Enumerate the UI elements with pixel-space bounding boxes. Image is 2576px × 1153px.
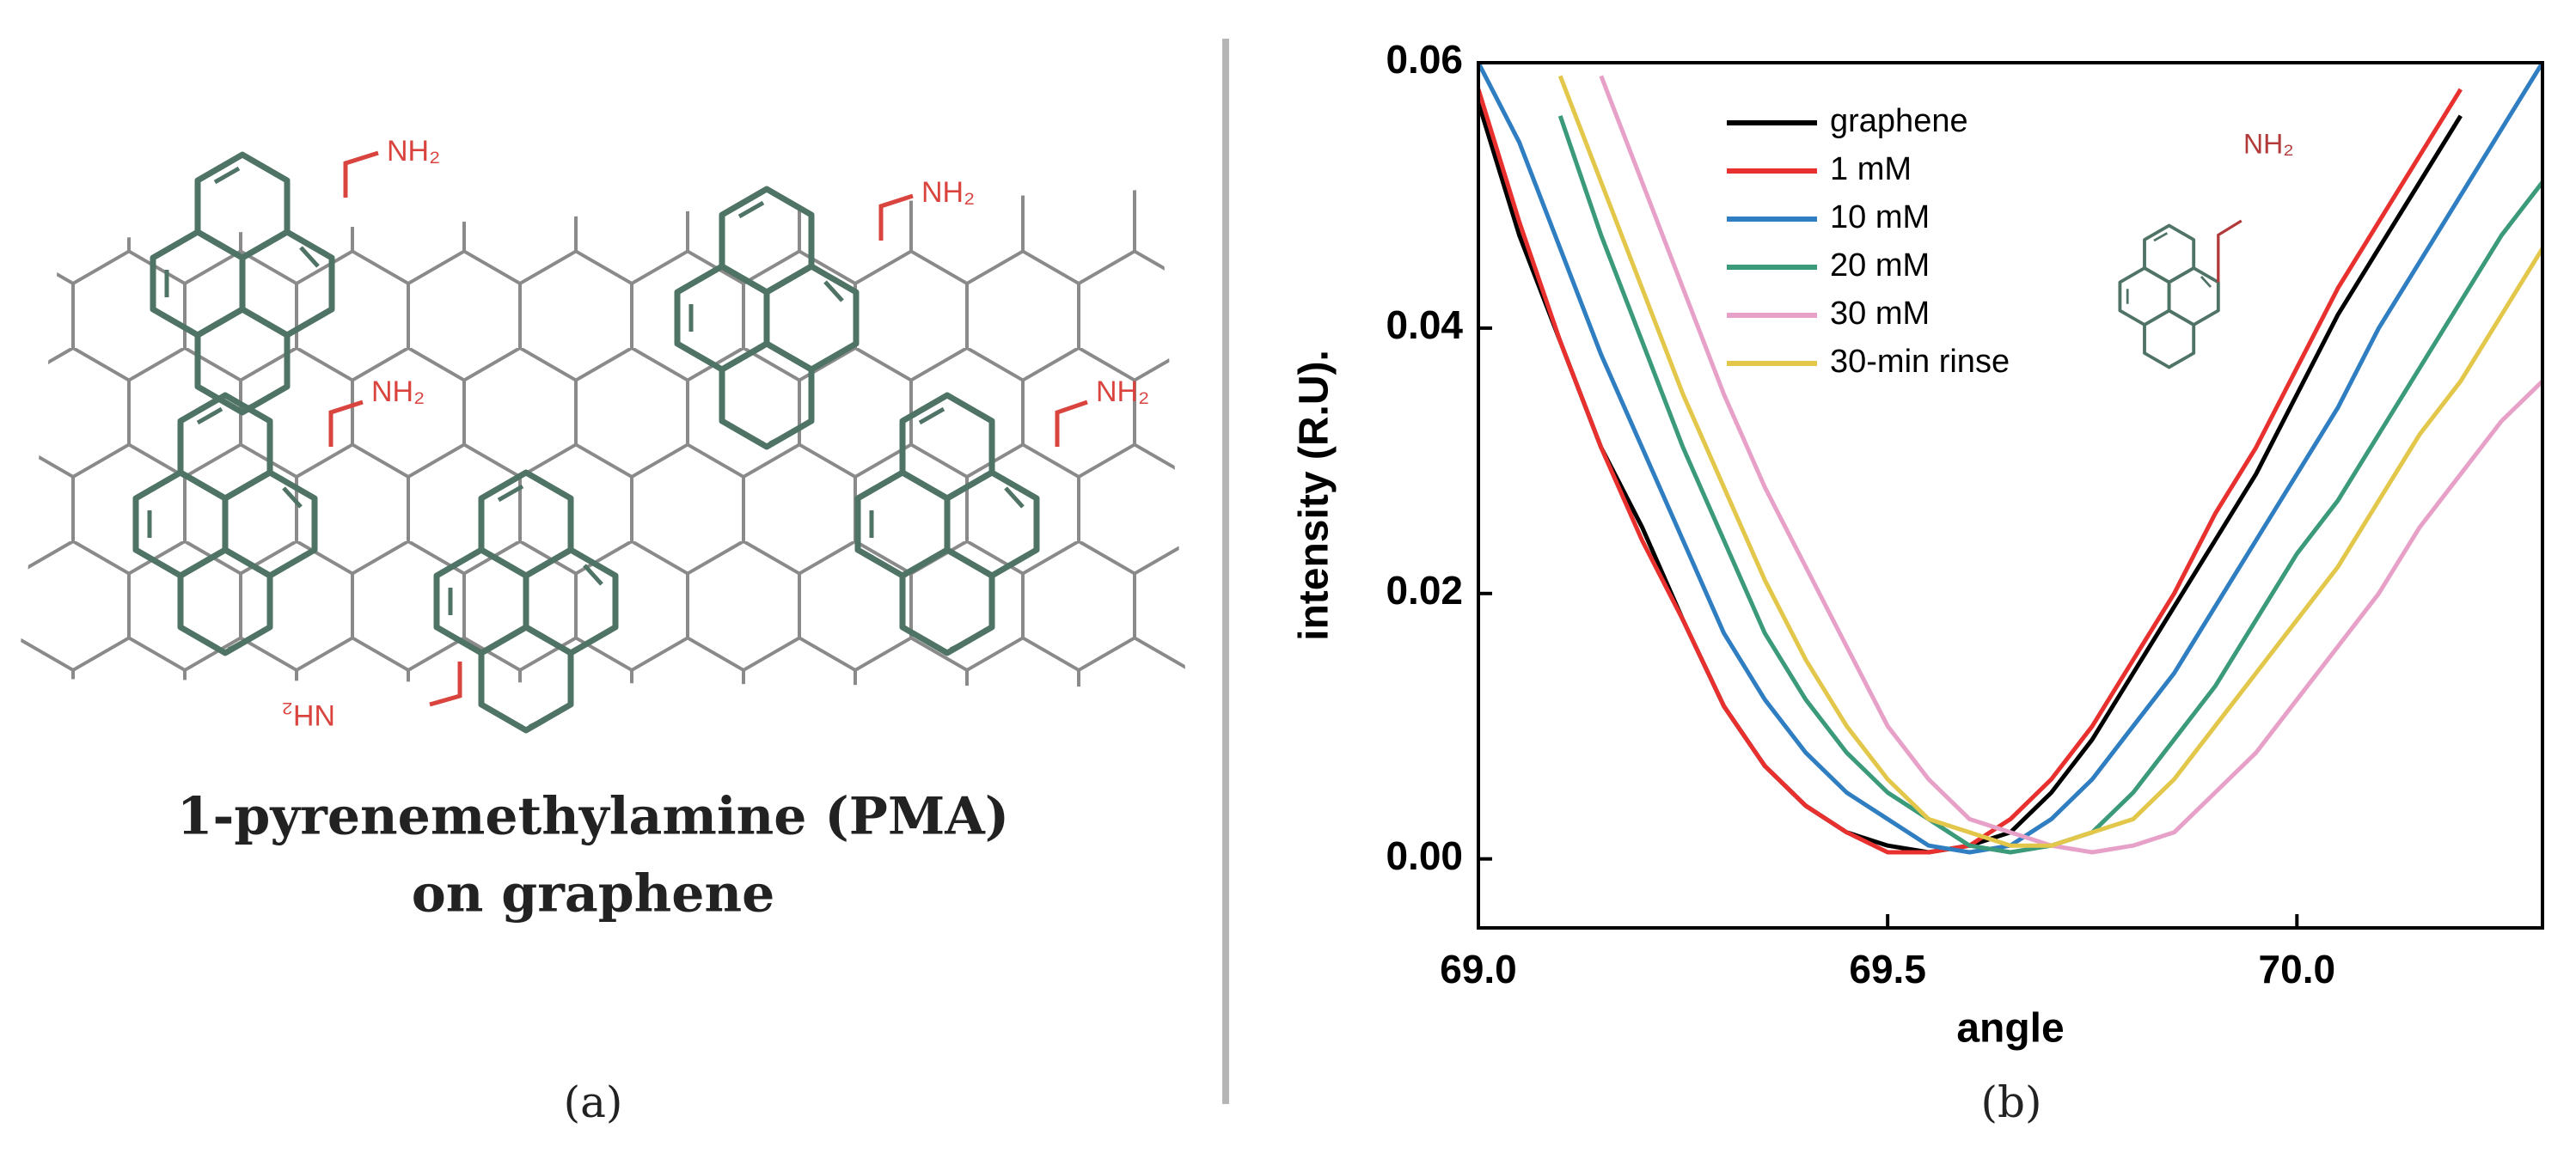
panel-a: NH₂ NH₂ NH₂ NH₂ NH₂ 1-pyrenemethylamine …: [17, 135, 1186, 1127]
x-axis-label: angle: [1956, 1006, 2064, 1052]
panel-b: (b) 0.00 0.02 0.04 0.06 69.0 69.5 70.0 angle int…: [1292, 37, 2544, 1127]
plot-frame: [1477, 61, 2544, 930]
x-tick-label: 69.5: [1849, 947, 1926, 991]
panel-label: (b): [1980, 1077, 2041, 1127]
caption-line: 1-pyrenemethylamine (PMA): [177, 787, 1009, 847]
y-tick-label: 0.04: [1386, 302, 1463, 347]
y-tick-label: 0.02: [1386, 568, 1463, 613]
amine-label: NH₂: [2243, 128, 2294, 159]
amine-label: NH₂: [921, 176, 975, 209]
amine-label: NH₂: [282, 699, 335, 731]
data-line: [1557, 75, 2542, 848]
panel-label: (a): [564, 1077, 623, 1127]
y-tick-label: 0.06: [1386, 37, 1463, 82]
legend-label: graphene: [1830, 103, 1968, 139]
data-line: [1478, 63, 2542, 855]
amine-label: NH₂: [1096, 375, 1149, 408]
data-line: [1478, 101, 2463, 855]
pyrene: [2118, 223, 2220, 369]
legend-label: 10 mM: [1830, 199, 1930, 235]
legend-label: 20 mM: [1830, 247, 1930, 284]
caption-line: on graphene: [412, 864, 775, 924]
legend-label: 30-min rinse: [1830, 344, 2010, 380]
data-line: [1599, 75, 2542, 855]
data-line: [1478, 88, 2463, 855]
inset-molecule: [2118, 219, 2243, 369]
x-tick-label: 70.0: [2259, 947, 2336, 991]
legend-label: 1 mM: [1830, 151, 1912, 187]
amine-label: NH₂: [387, 135, 440, 168]
amine-label: NH₂: [371, 375, 425, 408]
y-axis-label: intensity (R.U).: [1292, 350, 1337, 641]
methylamine-bonds: [328, 150, 1088, 707]
legend-label: 30 mM: [1830, 296, 1930, 332]
data-line: [1557, 114, 2542, 855]
methylamine-bond: [2217, 219, 2243, 283]
y-tick-label: 0.00: [1386, 833, 1463, 878]
x-tick-label: 69.0: [1440, 947, 1517, 991]
